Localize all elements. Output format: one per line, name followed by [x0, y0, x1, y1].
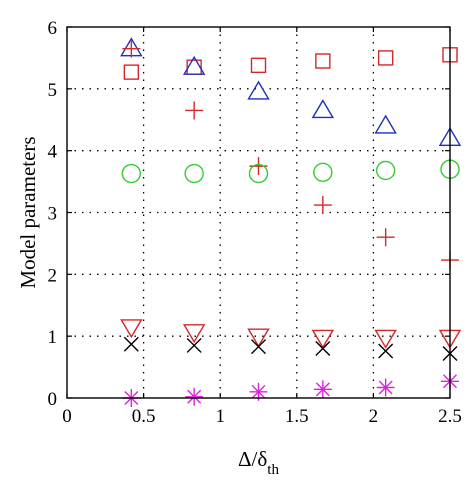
data-point-circle — [248, 163, 269, 184]
x-tick-label: 0.5 — [132, 406, 156, 427]
data-point-circle — [375, 160, 396, 181]
data-point-triangle-up — [374, 114, 397, 134]
y-tick-label: 4 — [48, 142, 58, 163]
x-tick-label: 0 — [62, 406, 72, 427]
data-point-circle — [121, 163, 142, 184]
data-point-circle — [313, 162, 333, 183]
y-tick-labels: 0 1 2 3 4 5 6 — [48, 18, 58, 410]
data-point-circle — [184, 163, 204, 184]
data-point-x — [186, 337, 202, 353]
y-tick-label: 5 — [48, 80, 58, 101]
x-tick-label: 2.5 — [438, 406, 462, 427]
data-point-asterisk — [313, 380, 332, 399]
data-point-triangle-down — [182, 324, 206, 344]
data-point-x — [123, 336, 139, 352]
data-point-plus — [249, 157, 268, 176]
y-tick-label: 1 — [48, 327, 58, 348]
data-point-triangle-down — [374, 329, 397, 349]
data-point-square — [250, 57, 267, 74]
x-axis-label-subscript: th — [267, 462, 279, 478]
data-point-asterisk — [376, 378, 395, 397]
data-point-plus — [122, 39, 141, 58]
data-point-plus — [313, 196, 332, 215]
data-point-x — [251, 339, 266, 355]
data-point-x — [315, 341, 331, 357]
x-tick-labels: 0 0.5 1 1.5 2 2.5 — [62, 406, 462, 427]
data-point-triangle-down — [311, 329, 335, 349]
data-point-plus — [185, 101, 204, 120]
data-point-square — [186, 59, 202, 75]
plot-frame — [66, 26, 451, 399]
x-tick-label: 1.5 — [285, 406, 309, 427]
data-points — [120, 37, 462, 407]
x-axis-label: Δ/δth — [238, 447, 279, 478]
data-point-triangle-down — [120, 319, 143, 339]
y-tick-label: 0 — [48, 389, 58, 410]
x-axis-label-main: Δ/δ — [238, 447, 267, 471]
data-point-plus — [376, 228, 395, 247]
y-axis-label: Model parameters — [16, 136, 40, 288]
data-point-triangle-up — [247, 80, 270, 100]
data-point-square — [377, 50, 394, 66]
data-point-square — [315, 53, 331, 69]
data-point-triangle-up — [311, 99, 335, 119]
data-point-square — [123, 64, 140, 80]
x-tick-label: 1 — [215, 406, 225, 427]
y-tick-label: 3 — [48, 204, 58, 225]
data-point-x — [378, 343, 394, 359]
x-tick-label: 2 — [369, 406, 379, 427]
data-point-triangle-up — [182, 55, 206, 75]
data-point-asterisk — [185, 387, 204, 406]
y-tick-label: 6 — [48, 18, 58, 39]
y-tick-label: 2 — [48, 265, 58, 286]
data-point-triangle-down — [247, 328, 270, 348]
